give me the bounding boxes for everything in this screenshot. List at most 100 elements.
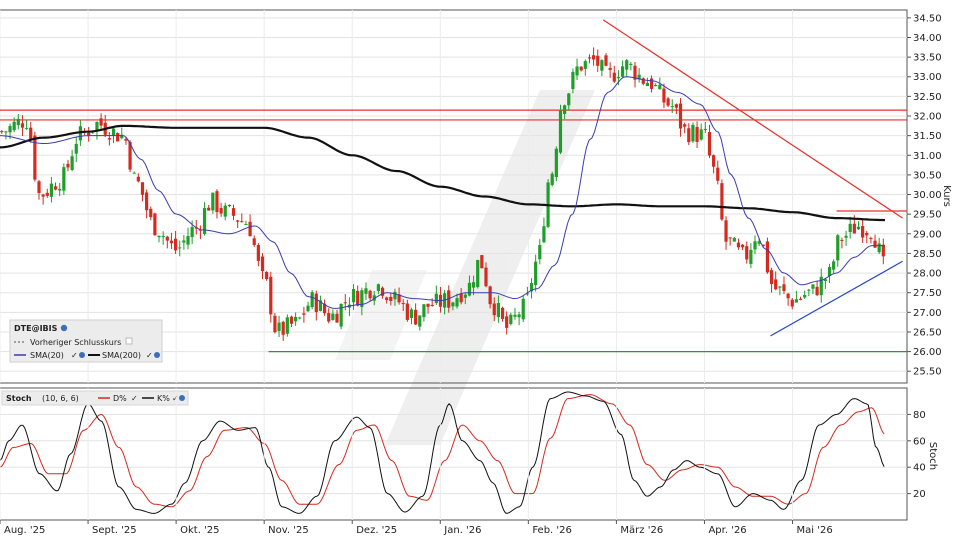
candle-body (322, 303, 327, 314)
candle-body (542, 226, 546, 243)
candle-body (252, 238, 256, 245)
candle-body (385, 297, 389, 301)
candle-body (227, 205, 231, 207)
candle-body (215, 191, 219, 213)
candle-body (182, 240, 186, 243)
candle-body (351, 289, 356, 303)
stoch-legend-params: (10, 6, 6) (42, 394, 79, 403)
price-legend: DTE@IBIS Vorheriger Schlusskurs SMA(20) … (9, 319, 163, 363)
candle-body (178, 247, 182, 249)
candle-body (612, 72, 616, 82)
candle-body (757, 241, 761, 244)
candle-body (525, 293, 529, 295)
stoch-tick-label: 60 (913, 436, 926, 447)
candle-body (360, 290, 364, 307)
candle-body (149, 208, 153, 218)
candle-body (389, 296, 393, 302)
sma200-line (0, 124, 886, 222)
candle-body (695, 126, 699, 142)
candle-body (716, 167, 720, 181)
candle-body (558, 110, 563, 153)
candle-body (703, 128, 707, 130)
candle-body (169, 240, 174, 244)
x-tick-label: Okt. '25 (180, 525, 219, 536)
candle-body (538, 245, 542, 260)
candle-body (517, 314, 521, 318)
candle-body (745, 246, 749, 260)
candle-body (836, 235, 840, 261)
candle-body (707, 132, 712, 156)
candle-body (66, 163, 70, 168)
candle-body (459, 293, 463, 303)
candle-body (587, 57, 592, 59)
candle-body (186, 236, 190, 245)
candle-body (579, 66, 583, 71)
candle-body (327, 313, 331, 322)
candle-body (492, 303, 496, 316)
candle-body (124, 139, 128, 141)
candle-body (62, 167, 66, 191)
price-tick-label: 26.00 (913, 347, 942, 358)
candle-body (120, 134, 124, 139)
candle-body (281, 321, 285, 335)
candle-body (625, 60, 629, 70)
candle-body (720, 183, 724, 220)
stoch-legend-k: K% (157, 394, 170, 403)
legend-sma20: SMA(20) (30, 351, 64, 360)
candle-body (575, 66, 579, 76)
legend-check-icon: ✓ (71, 351, 78, 360)
candle-body (99, 118, 103, 126)
candle-body (409, 309, 414, 318)
candle-body (87, 132, 91, 136)
candle-body (662, 88, 666, 103)
candle-body (807, 289, 811, 291)
candle-body (554, 148, 558, 178)
legend-prev-close: Vorheriger Schlusskurs (30, 338, 121, 347)
candle-body (869, 238, 873, 240)
legend-globe-icon (60, 324, 68, 332)
candle-body (107, 138, 111, 140)
candle-body (414, 309, 418, 325)
candle-body (699, 129, 703, 140)
candle-body (881, 244, 885, 257)
candle-body (637, 74, 641, 80)
candle-body (740, 244, 745, 248)
candle-body (654, 85, 658, 87)
candle-body (567, 93, 571, 106)
price-tick-label: 29.50 (913, 210, 942, 221)
candle-body (666, 98, 670, 106)
price-tick-label: 34.00 (913, 33, 942, 44)
price-tick-label: 33.50 (913, 53, 942, 64)
candle-body (873, 240, 877, 248)
candle-body (476, 259, 480, 287)
legend-checkbox-icon (125, 337, 133, 345)
price-tick-label: 32.00 (913, 112, 942, 123)
candle-body (74, 143, 78, 154)
candle-body (405, 303, 409, 320)
candle-body (116, 133, 120, 142)
trendline (770, 260, 903, 337)
stoch-legend-name: Stoch (6, 394, 32, 403)
candle-body (190, 227, 194, 238)
candle-body (140, 182, 145, 195)
candle-body (803, 294, 807, 298)
candle-body (678, 103, 683, 129)
price-tick-label: 34.50 (913, 13, 942, 24)
price-grid (0, 10, 907, 383)
candle-body (861, 226, 865, 238)
candle-body (500, 307, 505, 319)
candle-body (480, 255, 484, 269)
candle-body (202, 208, 207, 235)
candle-body (509, 314, 513, 325)
price-panel: 25.50 26.00 26.50 27.00 27.50 28.00 28.50 29.00… (0, 9, 952, 384)
candle-body (687, 128, 691, 143)
price-tick-label: 27.00 (913, 308, 942, 319)
candle-body (145, 192, 149, 211)
price-tick-label: 28.50 (913, 249, 942, 260)
candle-body (335, 313, 339, 323)
candle-body (798, 298, 803, 300)
price-tick-label: 31.00 (913, 151, 942, 162)
candle-body (376, 284, 380, 291)
price-tick-label: 26.50 (913, 327, 942, 338)
candle-body (467, 282, 472, 296)
